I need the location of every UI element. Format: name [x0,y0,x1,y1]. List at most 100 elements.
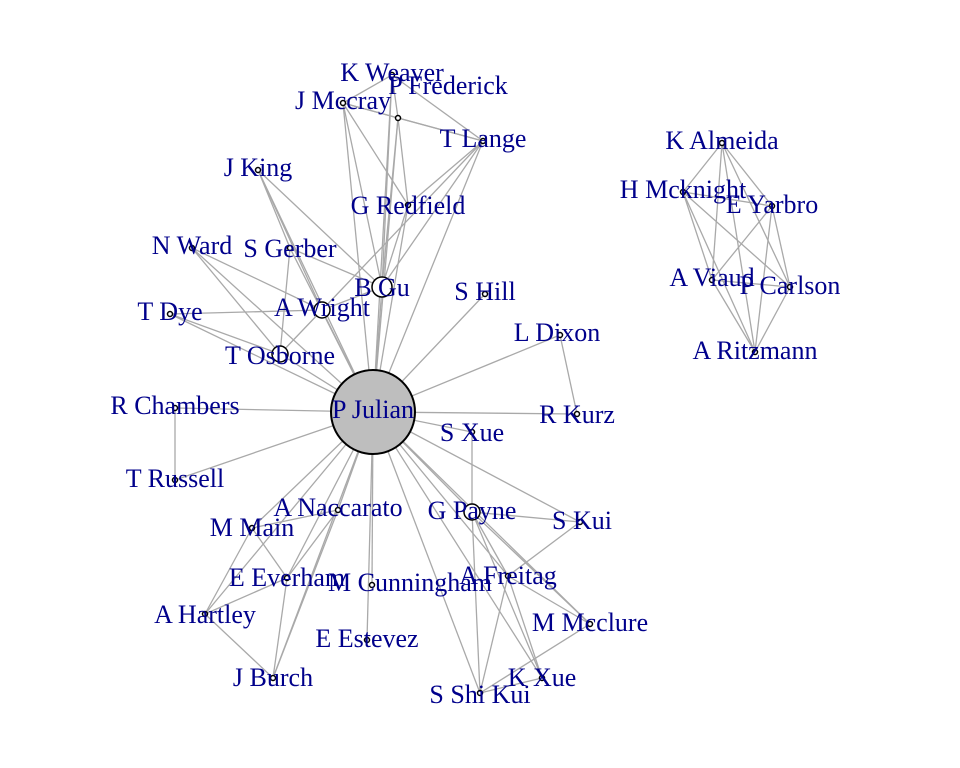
edge-pjulian-ahartley [204,411,374,615]
node-label-trussell: T Russell [126,464,224,493]
node-trussell [171,476,179,484]
node-tlange [479,137,487,145]
node-label-rchambers: R Chambers [110,391,239,420]
node-label-aviaud: A Viaud [669,263,754,292]
edge-sshikui-afreitag [479,575,509,694]
node-label-skui: S Kui [552,506,612,535]
node-label-bgu: B Gu [354,273,410,302]
edge-mmain-ahartley [204,527,253,615]
edge-kalmeida-eyarbro [721,142,773,207]
node-aviaud [708,276,716,284]
node-pfrederick [394,114,402,122]
edge-anaccarato-jburch [272,509,339,679]
node-label-sgerber: S Gerber [243,234,336,263]
edge-mmain-eeverham [251,527,288,579]
node-awright [313,301,331,319]
edge-kalmeida-hmcknight [682,142,723,193]
node-label-afreitag: A Freitag [459,561,557,590]
node-eestevez [363,636,371,644]
node-anaccarato [334,506,342,514]
node-jmccray [339,99,347,107]
node-jburch [269,674,277,682]
edge-nward-tosborne [191,247,281,355]
node-label-sxue: S Xue [440,418,504,447]
node-pcarlson [786,283,794,291]
edge-hmcknight-pcarlson [682,191,791,288]
node-label-mcunningham: M Cunningham [328,568,492,597]
edge-tdye-tosborne [169,313,281,355]
node-label-rkurz: R Kurz [539,400,615,429]
node-ldixon [556,331,564,339]
node-label-jmccray: J Mccray [295,86,391,115]
edge-ldixon-rkurz [559,334,578,415]
edge-pjulian-kxue [372,411,543,679]
nodes-layer [166,71,794,697]
edge-pjulian-sshikui [372,411,481,694]
edge-kweaver-tlange [391,74,484,142]
node-kweaver [388,71,396,79]
node-jking [254,166,262,174]
node-mcunningham [368,581,376,589]
node-kalmeida [718,139,726,147]
edge-sgerber-tosborne [279,247,291,355]
node-tosborne [271,345,289,363]
node-mmain [248,524,256,532]
node-skui [576,518,584,526]
node-ahartley [201,610,209,618]
edge-pcarlson-aritzmann [754,286,791,353]
node-sgerber [286,244,294,252]
edge-eeverham-ahartley [204,577,288,615]
edge-aviaud-pcarlson [711,279,791,288]
node-tdye [166,310,174,318]
edge-gredfield-bgu [381,204,409,288]
node-label-eestevez: E Estevez [315,624,418,653]
edge-afreitag-mmcclure [507,575,591,625]
edge-tlange-gredfield [407,140,484,206]
node-label-eeverham: E Everham [229,563,345,592]
node-label-pcarlson: P Carlson [740,271,841,300]
node-label-gredfield: G Redfield [351,191,466,220]
edge-tlange-bgu [381,140,484,288]
edge-jking-awright [257,169,323,311]
node-afreitag [504,572,512,580]
node-label-ahartley: A Hartley [154,600,256,629]
edge-pfrederick-gredfield [397,117,409,206]
edge-eyarbro-pcarlson [771,205,791,288]
edge-gpayne-afreitag [471,511,509,577]
node-bgu [371,276,393,298]
edge-nward-awright [191,247,323,311]
node-label-sshikui: S Shi Kui [429,680,530,709]
node-label-kalmeida: K Almeida [665,126,779,155]
node-hmcknight [679,188,687,196]
edge-gpayne-kxue [471,511,543,679]
edge-eeverham-jburch [272,577,288,679]
edge-awright-tosborne [279,309,323,355]
edge-gpayne-sshikui [471,511,481,694]
edge-jmccray-bgu [342,102,383,288]
node-sshikui [476,689,484,697]
node-label-shill: S Hill [454,277,515,306]
node-gpayne [463,503,481,521]
node-label-ldixon: L Dixon [514,318,600,347]
node-aritzmann [751,348,759,356]
edge-sgerber-bgu [289,247,383,288]
edge-kalmeida-pcarlson [721,142,791,288]
edge-skui-afreitag [507,521,581,577]
edge-tlange-awright [321,140,484,311]
edge-kweaver-bgu [381,74,393,288]
edge-jmccray-kweaver [342,74,393,104]
node-label-kweaver: K Weaver [340,58,444,87]
edge-hmcknight-eyarbro [682,191,773,207]
node-label-mmcclure: M Mcclure [532,608,648,637]
node-label-mmain: M Main [210,513,295,542]
node-label-pjulian: P Julian [332,395,414,424]
edge-eyarbro-aritzmann [754,205,773,353]
edge-pfrederick-tlange [397,117,484,142]
edge-afreitag-kxue [507,575,543,679]
node-rchambers [171,404,179,412]
node-label-tdye: T Dye [137,297,202,326]
edge-pjulian-jmccray [342,102,374,413]
node-label-pfrederick: P Frederick [388,71,508,100]
